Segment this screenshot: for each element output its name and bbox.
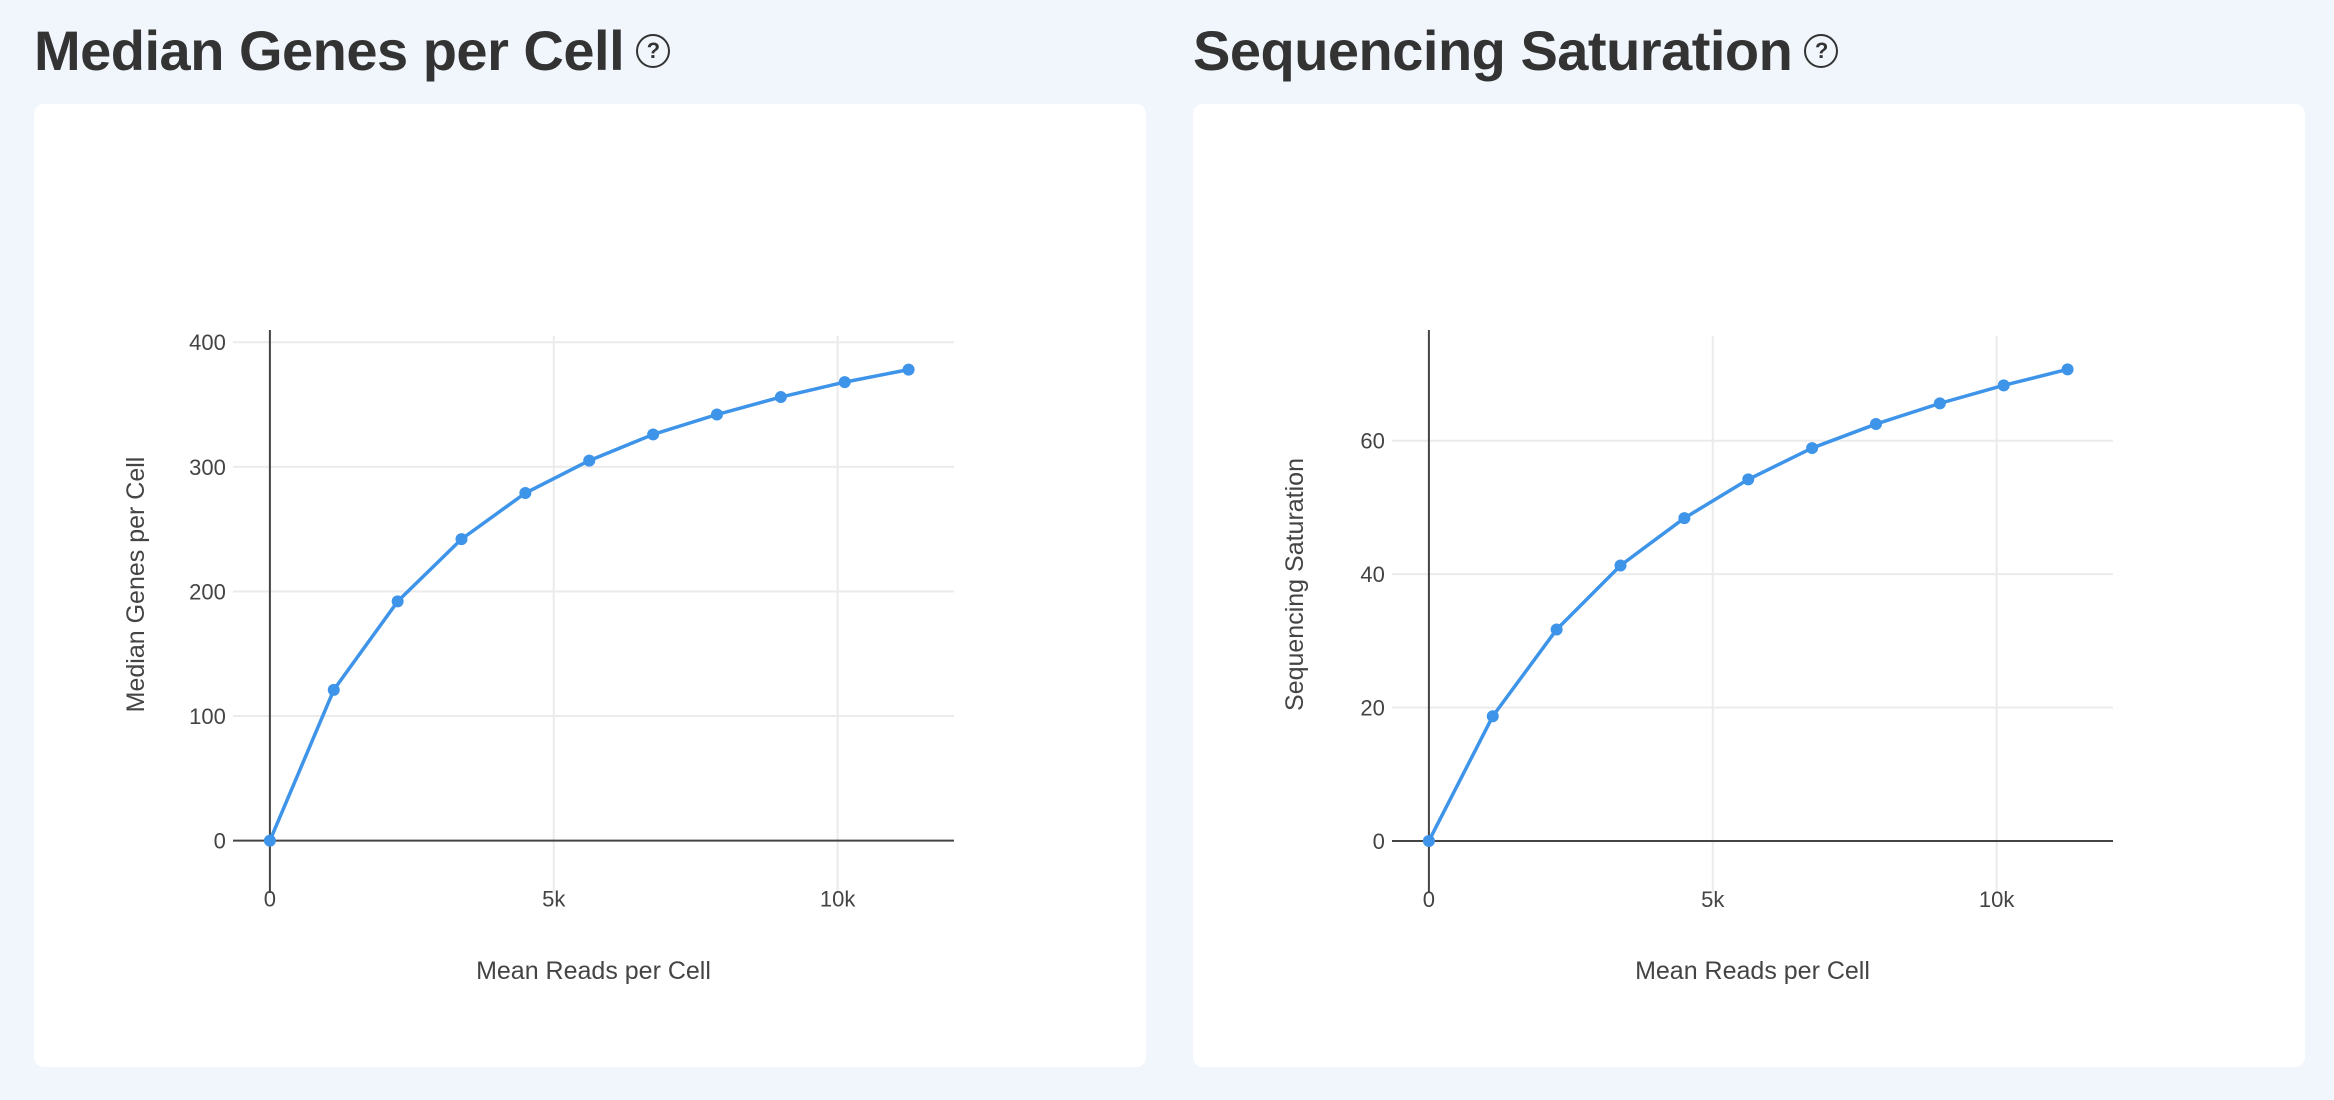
data-point [710,408,723,421]
data-point [1997,379,2010,392]
data-point [902,363,915,376]
data-point [1806,442,1819,455]
panel-title-text: Median Genes per Cell [34,19,625,82]
data-point [263,834,276,847]
y-axis-title: Sequencing Saturation [1281,458,1309,711]
y-axis-title: Median Genes per Cell [122,457,150,713]
y-tick-label: 100 [189,704,226,729]
data-point [455,533,468,546]
data-point [519,487,532,500]
question-circle-icon[interactable]: ? [636,33,671,68]
chart-card: 0 5k 10k 0 20 40 60 Mean Reads per Cell Sequenci… [1193,104,2305,1067]
question-circle-icon[interactable]: ? [1804,33,1839,68]
data-point [1550,623,1563,636]
data-point [1933,397,1946,410]
panel-title-text: Sequencing Saturation [1193,19,1793,82]
data-point [1486,710,1499,723]
x-tick-label: 5k [1701,887,1725,912]
y-tick-label: 60 [1360,429,1384,454]
data-point [1678,512,1691,525]
x-tick-label: 0 [264,887,276,912]
series-line [268,367,909,842]
y-tick-label: 40 [1360,562,1384,587]
panel-title: Median Genes per Cell ? [34,18,671,83]
y-tick-label: 300 [189,455,226,480]
data-point [327,683,340,696]
x-tick-label: 0 [1423,887,1435,912]
chart-card: 0 5k 10k 0 100 200 300 400 Mean Reads per Cell Me… [34,104,1146,1067]
data-point [838,376,851,389]
data-point [391,595,404,608]
data-point [1422,834,1435,847]
y-tick-label: 400 [189,330,226,355]
median-genes-chart: 0 5k 10k 0 100 200 300 400 Mean Reads per Cell Me… [122,330,954,985]
x-tick-label: 10k [1979,887,2015,912]
data-point [583,454,596,467]
x-tick-label: 10k [820,887,856,912]
data-point [1869,418,1882,431]
data-point [647,428,660,441]
panel-title: Sequencing Saturation ? [1193,18,1839,83]
data-point [2061,363,2074,376]
y-tick-label: 200 [189,579,226,604]
sequencing-saturation-chart: 0 5k 10k 0 20 40 60 Mean Reads per Cell Sequenci… [1281,330,2113,985]
data-point [774,391,787,404]
y-tick-label: 0 [214,829,226,854]
y-tick-label: 0 [1373,829,1385,854]
x-tick-label: 5k [542,887,566,912]
y-tick-label: 20 [1360,696,1384,721]
x-axis-title: Mean Reads per Cell [476,957,711,985]
data-point [1614,559,1627,572]
x-axis-title: Mean Reads per Cell [1635,957,1870,985]
data-point [1742,473,1755,486]
